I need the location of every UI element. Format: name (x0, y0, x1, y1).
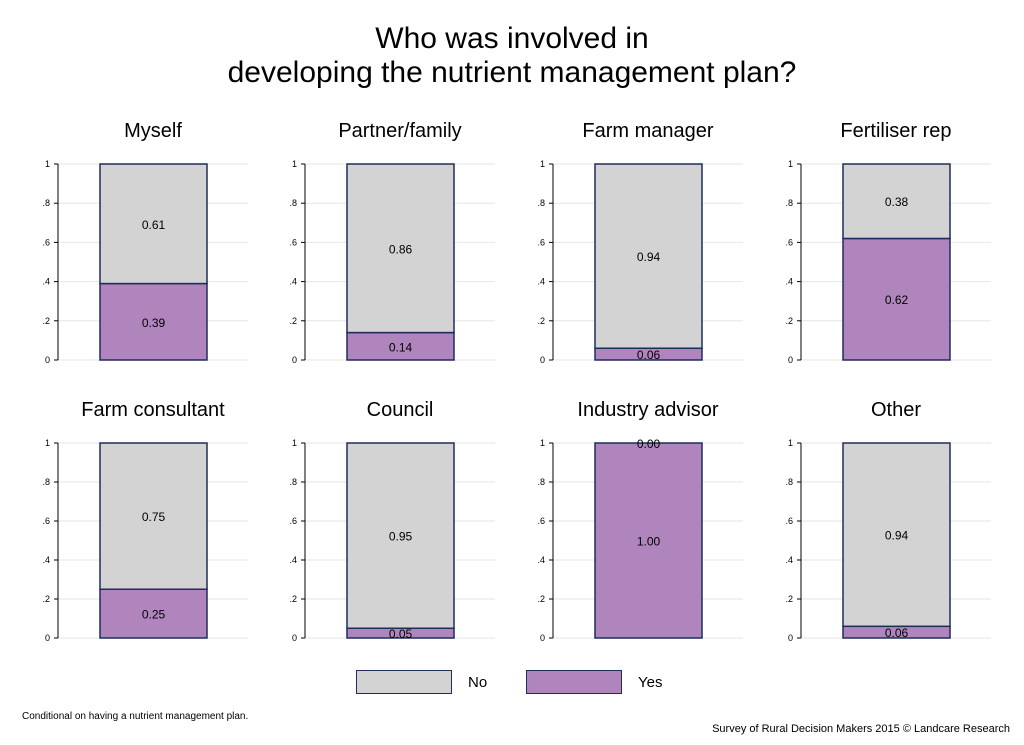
panel-8-tick-label: .4 (785, 555, 793, 565)
panel-6-label-no: 0.95 (389, 530, 413, 544)
panel-1-tick-label: 0 (45, 355, 50, 365)
panel-6-tick-label: 1 (292, 438, 297, 448)
panel-4-tick-label: .4 (785, 277, 793, 287)
panel-1-tick-label: .2 (42, 316, 50, 326)
panel-2-bar-no (346, 163, 455, 334)
panel-2-tick-label: .6 (289, 237, 297, 247)
legend-label-no: No (468, 674, 488, 691)
chart-title: Who was involved in developing the nutri… (0, 22, 1024, 90)
panel-5-tick-label: 1 (45, 438, 50, 448)
panel-5-tick-label: .8 (42, 477, 50, 487)
panel-3-label-yes: 0.06 (637, 348, 661, 362)
panel-8-bar-no (842, 442, 951, 628)
panel-4-bar-yes (842, 237, 951, 361)
panel-7-tick-label: 0 (540, 633, 545, 643)
panel-3-tick-label: .8 (537, 198, 545, 208)
panel-6-title: Council (367, 399, 434, 421)
panel-3-tick-label: .4 (537, 277, 545, 287)
panel-2-label-yes: 0.14 (389, 340, 413, 354)
panel-8-tick-label: .2 (785, 594, 793, 604)
panel-5-bar-yes (99, 588, 208, 639)
panel-5-tick-label: .4 (42, 555, 50, 565)
panel-2-tick-label: .4 (289, 277, 297, 287)
panel-4-label-yes: 0.62 (885, 293, 909, 307)
panel-5-bar-no (99, 442, 208, 590)
panel-8-tick-label: .6 (785, 516, 793, 526)
panel-3-label-no: 0.94 (637, 250, 661, 264)
panel-5-tick-label: 0 (45, 633, 50, 643)
legend-label-yes: Yes (638, 674, 663, 691)
panel-1-tick-label: .6 (42, 237, 50, 247)
panel-7-tick-label: .6 (537, 516, 545, 526)
legend: No Yes (356, 670, 716, 696)
panel-4-title: Fertiliser rep (840, 120, 951, 142)
panel-2-title: Partner/family (338, 120, 461, 142)
panel-7-label-yes: 1.00 (637, 535, 661, 549)
panel-1-label-no: 0.61 (142, 218, 166, 232)
panel-7-label-no: 0.00 (637, 437, 661, 451)
panel-4-tick-label: .6 (785, 237, 793, 247)
panel-3-tick-label: .6 (537, 237, 545, 247)
panel-6-tick-label: .4 (289, 555, 297, 565)
panel-8-tick-label: 0 (788, 633, 793, 643)
panel-3-tick-label: 1 (540, 159, 545, 169)
legend-swatch-yes (526, 670, 622, 694)
chart-title-line-1: Who was involved in (375, 22, 649, 55)
panel-1-title: Myself (124, 120, 182, 142)
panel-7-tick-label: .8 (537, 477, 545, 487)
panel-1-bar-no (99, 163, 208, 285)
panel-4-tick-label: 1 (788, 159, 793, 169)
panel-4-bar-no (842, 163, 951, 240)
panel-3-title: Farm manager (582, 120, 713, 142)
panel-5-label-yes: 0.25 (142, 608, 166, 622)
panel-6-tick-label: .6 (289, 516, 297, 526)
chart-title-line-2: developing the nutrient management plan? (227, 56, 797, 89)
panel-6-tick-label: .8 (289, 477, 297, 487)
panel-4-tick-label: .2 (785, 316, 793, 326)
panel-7-bar-yes (594, 442, 703, 639)
panel-5-label-no: 0.75 (142, 510, 166, 524)
panel-5-tick-label: .6 (42, 516, 50, 526)
panel-3-tick-label: .2 (537, 316, 545, 326)
panel-8-title: Other (871, 399, 921, 421)
source-credit: Survey of Rural Decision Makers 2015 © L… (712, 723, 1010, 735)
panel-7-tick-label: .2 (537, 594, 545, 604)
panel-5-title: Farm consultant (81, 399, 225, 421)
panel-2-tick-label: 1 (292, 159, 297, 169)
panel-2-tick-label: 0 (292, 355, 297, 365)
panel-8-tick-label: 1 (788, 438, 793, 448)
panel-4-tick-label: .8 (785, 198, 793, 208)
panel-1-tick-label: 1 (45, 159, 50, 169)
panel-8-label-yes: 0.06 (885, 626, 909, 640)
panel-1-label-yes: 0.39 (142, 316, 166, 330)
panel-1-tick-label: .4 (42, 277, 50, 287)
panel-6-bar-no (346, 442, 455, 629)
panel-8-tick-label: .8 (785, 477, 793, 487)
panel-4-label-no: 0.38 (885, 195, 909, 209)
panel-6-tick-label: 0 (292, 633, 297, 643)
panel-6-tick-label: .2 (289, 594, 297, 604)
panel-6-label-yes: 0.05 (389, 627, 413, 641)
panel-7-tick-label: .4 (537, 555, 545, 565)
panel-2-tick-label: .2 (289, 316, 297, 326)
panel-3-bar-no (594, 163, 703, 349)
panel-7-title: Industry advisor (577, 399, 719, 421)
legend-swatch-no (356, 670, 452, 694)
panel-1-tick-label: .8 (42, 198, 50, 208)
panel-4-tick-label: 0 (788, 355, 793, 365)
footnote: Conditional on having a nutrient managem… (22, 711, 249, 722)
panel-8-label-no: 0.94 (885, 529, 909, 543)
panel-3-tick-label: 0 (540, 355, 545, 365)
panel-2-tick-label: .8 (289, 198, 297, 208)
panel-7-tick-label: 1 (540, 438, 545, 448)
panel-5-tick-label: .2 (42, 594, 50, 604)
panel-2-label-no: 0.86 (389, 242, 413, 256)
